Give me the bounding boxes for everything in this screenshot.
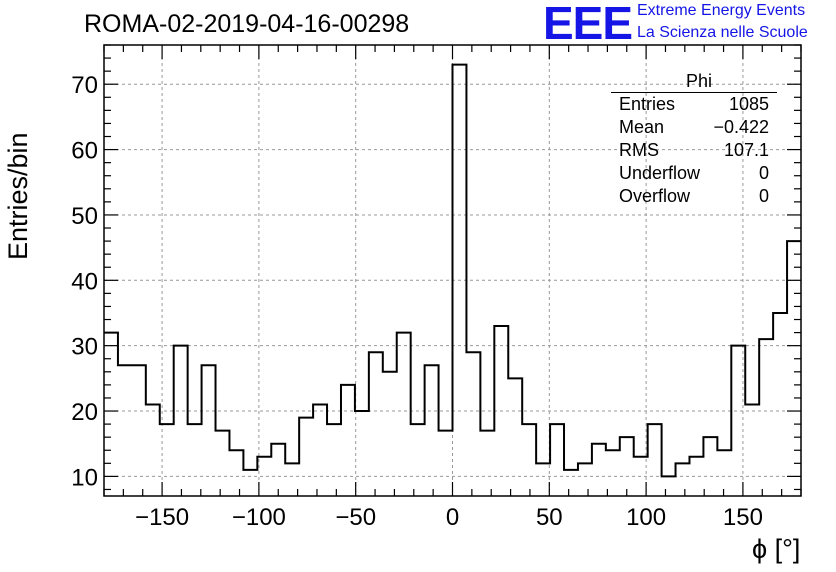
histogram-bin — [662, 476, 676, 496]
histogram-bin — [564, 470, 578, 496]
x-tick-label: 0 — [446, 504, 459, 531]
logo-line-1: Extreme Energy Events — [637, 2, 806, 19]
chart-title: ROMA-02-2019-04-16-00298 — [84, 10, 410, 38]
stats-row-underflow: Underflow 0 — [611, 162, 777, 185]
histogram-bin — [773, 313, 787, 496]
histogram-bin — [425, 365, 439, 496]
histogram-bin — [787, 241, 801, 496]
histogram-bin — [717, 450, 731, 496]
histogram-bin — [731, 346, 745, 496]
y-tick-label: 50 — [71, 203, 98, 230]
y-tick-label: 60 — [71, 138, 98, 165]
stats-value: 1085 — [728, 94, 769, 114]
x-axis-label: ϕ [°] — [752, 534, 801, 564]
stats-label: Mean — [619, 117, 665, 137]
histogram-bin — [494, 326, 508, 496]
x-tick-label: 50 — [536, 504, 563, 531]
histogram-bin — [146, 404, 160, 496]
histogram-bin — [202, 365, 216, 496]
histogram-bin — [508, 378, 522, 496]
stats-value: 0 — [758, 163, 769, 183]
histogram-bin — [118, 365, 132, 496]
histogram-series-line — [104, 63, 801, 478]
stats-value: 0 — [758, 186, 769, 206]
histogram-bin — [313, 404, 327, 496]
stats-box: Phi Entries 1085 Mean −0.422 RMS 107.1 U… — [611, 70, 777, 208]
x-tick-label: −50 — [335, 504, 376, 531]
histogram-bin — [745, 404, 759, 496]
histogram-bin — [174, 346, 188, 496]
histogram-bin — [536, 463, 550, 496]
histogram-bin — [453, 65, 467, 496]
stats-row-overflow: Overflow 0 — [611, 185, 777, 208]
x-tick-label: 100 — [626, 504, 666, 531]
histogram-bin — [480, 431, 494, 496]
stats-row-rms: RMS 107.1 — [611, 139, 777, 162]
stats-label: Underflow — [619, 163, 701, 183]
histogram-bin — [703, 437, 717, 496]
logo-line-2: La Scienza nelle Scuole — [637, 24, 808, 41]
stats-label: Entries — [619, 94, 676, 114]
histogram-bin — [411, 424, 425, 496]
x-tick-label: 150 — [723, 504, 763, 531]
stats-value: 107.1 — [723, 140, 769, 160]
y-tick-label: 20 — [71, 399, 98, 426]
histogram-bin — [229, 450, 243, 496]
x-tick-label: −100 — [232, 504, 286, 531]
histogram-bin — [759, 339, 773, 496]
histogram-bin — [439, 431, 453, 496]
y-axis-label: Entries/bin — [3, 132, 33, 260]
histogram-bin — [383, 372, 397, 496]
histogram-bin — [369, 352, 383, 496]
stats-row-entries: Entries 1085 — [611, 93, 777, 116]
stats-label: Overflow — [619, 186, 691, 206]
histogram-bin — [271, 444, 285, 496]
stats-label: RMS — [619, 140, 659, 160]
histogram-bin — [341, 385, 355, 496]
histogram-bin — [243, 470, 257, 496]
histogram-bin — [188, 424, 202, 496]
histogram-bin — [550, 424, 564, 496]
histogram-bin — [327, 424, 341, 496]
stats-row-mean: Mean −0.422 — [611, 116, 777, 139]
stats-box-title: Phi — [611, 70, 777, 93]
histogram-bin — [466, 352, 480, 496]
stats-value: −0.422 — [713, 117, 769, 137]
y-tick-label: 70 — [71, 72, 98, 99]
histogram-bin — [689, 457, 703, 496]
histogram-bin — [620, 437, 634, 496]
y-tick-label: 10 — [71, 464, 98, 491]
y-tick-label: 30 — [71, 334, 98, 361]
histogram-bin — [104, 333, 118, 496]
histogram-bin — [578, 463, 592, 496]
histogram-bin — [522, 424, 536, 496]
histogram-bin — [132, 365, 146, 496]
histogram-bin — [299, 418, 313, 496]
histogram-bin — [648, 424, 662, 496]
eee-logo: EEE — [543, 0, 633, 49]
histogram-bin — [676, 463, 690, 496]
x-tick-label: −150 — [135, 504, 189, 531]
y-tick-label: 40 — [71, 268, 98, 295]
histogram-bin — [397, 333, 411, 496]
histogram-bin — [592, 444, 606, 496]
histogram-bin — [355, 411, 369, 496]
histogram-bin — [216, 431, 230, 496]
